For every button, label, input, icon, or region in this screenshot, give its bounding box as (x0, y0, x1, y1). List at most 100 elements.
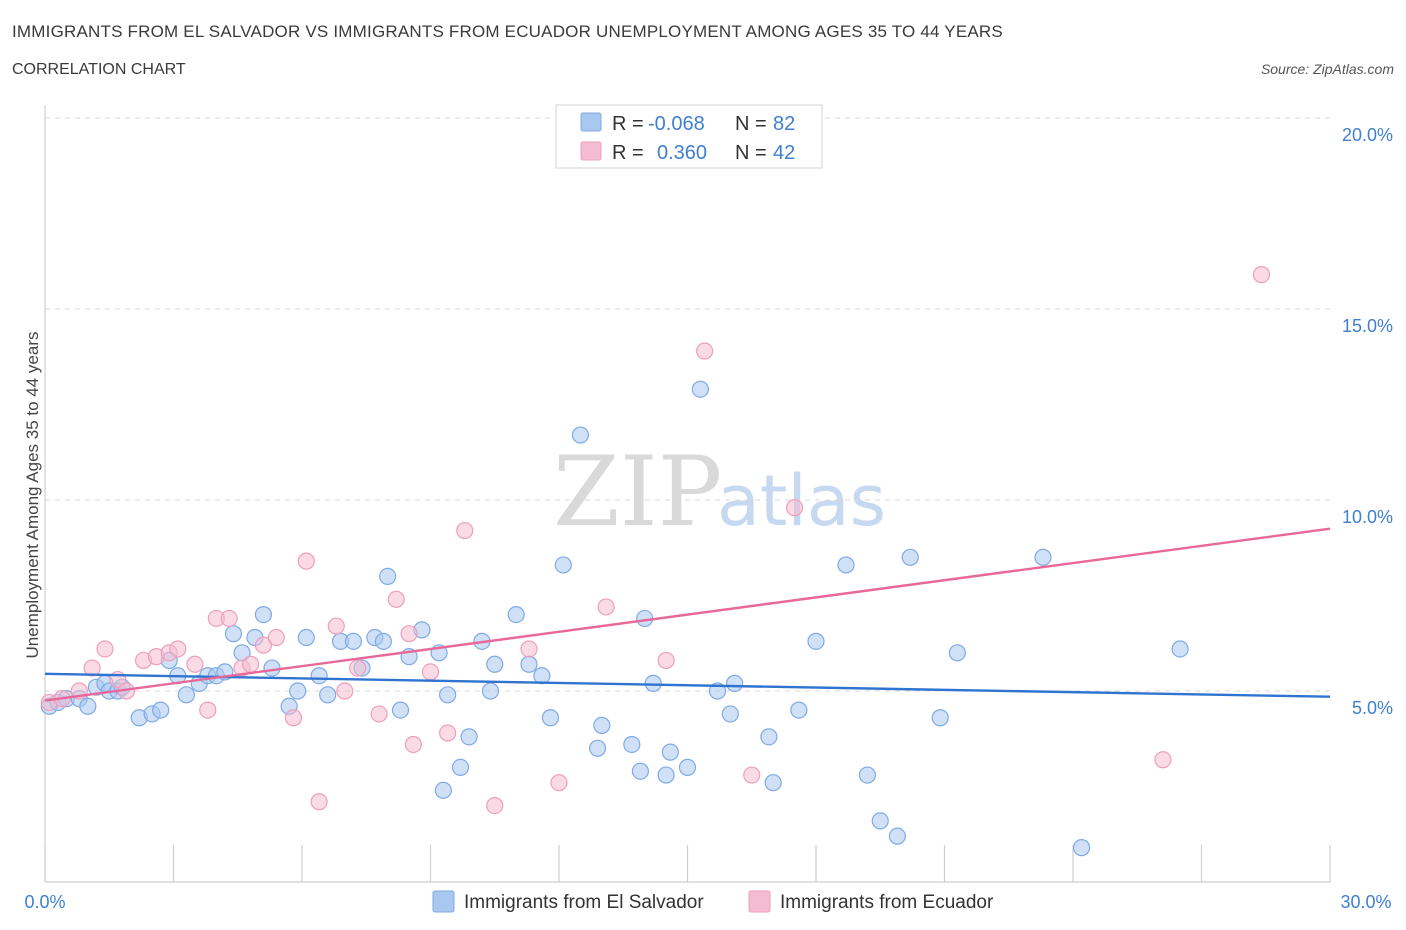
el-salvador-point (439, 686, 457, 704)
ecuador-point (310, 793, 328, 811)
watermark-atlas: atlas (717, 460, 886, 542)
ecuador-point (199, 701, 217, 719)
legend-n-label-pink: N = (735, 142, 767, 164)
legend-r-label-blue: R = (612, 113, 644, 135)
ecuador-point (336, 682, 354, 700)
ecuador-point (400, 625, 418, 643)
el-salvador-point (554, 556, 572, 574)
el-salvador-point (588, 739, 607, 757)
el-salvador-point (691, 380, 709, 398)
ecuador-point (785, 499, 804, 517)
ecuador-point (404, 735, 422, 754)
el-salvador-point (391, 701, 410, 719)
ecuador-point (186, 655, 204, 673)
ecuador-point (96, 640, 114, 658)
ecuador-point (327, 617, 345, 635)
el-salvador-point (764, 774, 782, 792)
el-salvador-point (1072, 839, 1091, 857)
x-tick-marks (44, 845, 1331, 882)
el-salvador-point (481, 682, 500, 700)
bottom-legend-label-el-salvador: Immigrants from El Salvador (464, 892, 704, 913)
trend-lines (44, 527, 1331, 702)
series-legend: Immigrants from El Salvador Immigrants f… (432, 890, 994, 913)
el-salvador-point (434, 781, 452, 799)
ecuador-point (83, 659, 101, 677)
ecuador-point (597, 598, 615, 616)
el-salvador-point (310, 667, 328, 685)
source-label: Source: ZipAtlas.com (1260, 61, 1394, 77)
ecuador-point (370, 705, 388, 723)
el-salvador-point (297, 628, 315, 647)
el-salvador-point (263, 659, 281, 677)
el-salvador-point (152, 701, 170, 719)
trend-line-el-salvador (44, 672, 1331, 698)
y-tick-labels: 5.0% 10.0% 15.0% 20.0% (1342, 125, 1393, 718)
series-ecuador-points (40, 266, 1271, 815)
el-salvador-point (931, 709, 949, 727)
y-tick-label: 15.0% (1342, 316, 1393, 336)
el-salvador-point (888, 827, 906, 845)
ecuador-point (220, 609, 238, 628)
ecuador-point (169, 640, 187, 658)
el-salvador-point (507, 605, 525, 624)
ecuador-point (297, 552, 315, 570)
el-salvador-point (486, 655, 504, 673)
legend-r-value-pink: 0.360 (657, 142, 707, 164)
legend-swatch-blue (580, 112, 602, 132)
el-salvador-point (460, 728, 478, 746)
el-salvador-point (661, 743, 679, 761)
el-salvador-point (726, 674, 744, 692)
el-salvador-point (1034, 548, 1052, 566)
ecuador-point (439, 724, 457, 742)
ecuador-point (456, 521, 474, 540)
ecuador-point (743, 766, 761, 784)
ecuador-point (696, 342, 714, 360)
correlation-legend: R = -0.068 N = 82 R = 0.360 N = 42 (555, 104, 823, 169)
el-salvador-point (344, 632, 362, 650)
el-salvador-point (224, 625, 243, 643)
el-salvador-point (807, 632, 825, 650)
el-salvador-point (1171, 640, 1189, 658)
legend-n-value-pink: 42 (773, 142, 795, 164)
ecuador-point (1154, 751, 1172, 769)
el-salvador-point (871, 812, 889, 830)
gridlines (45, 117, 1330, 692)
chart-subtitle: CORRELATION CHART (12, 61, 186, 78)
el-salvador-point (374, 632, 392, 650)
chart-title: IMMIGRANTS FROM EL SALVADOR VS IMMIGRANT… (12, 22, 1003, 41)
watermark-zip: ZIP (553, 436, 722, 548)
bottom-legend-label-ecuador: Immigrants from Ecuador (780, 892, 994, 913)
el-salvador-point (837, 556, 855, 574)
ecuador-point (520, 640, 538, 658)
el-salvador-point (289, 682, 307, 700)
legend-n-value-blue: 82 (773, 113, 795, 135)
ecuador-point (486, 796, 504, 815)
ecuador-point (1252, 266, 1271, 284)
el-salvador-point (379, 567, 397, 586)
el-salvador-point (571, 426, 590, 444)
el-salvador-point (790, 701, 808, 719)
x-tick-label-max: 30.0% (1340, 892, 1391, 912)
el-salvador-point (451, 758, 470, 777)
ecuador-point (387, 590, 405, 608)
legend-swatch-pink (580, 141, 602, 161)
ecuador-point (349, 659, 367, 677)
ecuador-point (657, 651, 675, 670)
el-salvador-point (541, 709, 560, 727)
el-salvador-point (79, 697, 97, 715)
el-salvador-point (678, 758, 697, 777)
el-salvador-point (593, 716, 611, 734)
y-tick-label: 5.0% (1352, 698, 1393, 718)
el-salvador-point (721, 705, 739, 723)
bottom-legend-swatch-ecuador (748, 890, 771, 913)
el-salvador-point (948, 644, 966, 662)
y-tick-label: 10.0% (1342, 507, 1393, 527)
ecuador-point (242, 655, 260, 673)
ecuador-point (254, 636, 273, 654)
el-salvador-point (177, 686, 195, 704)
el-salvador-point (533, 667, 551, 685)
y-axis-label: Unemployment Among Ages 35 to 44 years (23, 332, 42, 659)
legend-n-label-blue: N = (735, 113, 767, 135)
el-salvador-point (901, 548, 919, 566)
